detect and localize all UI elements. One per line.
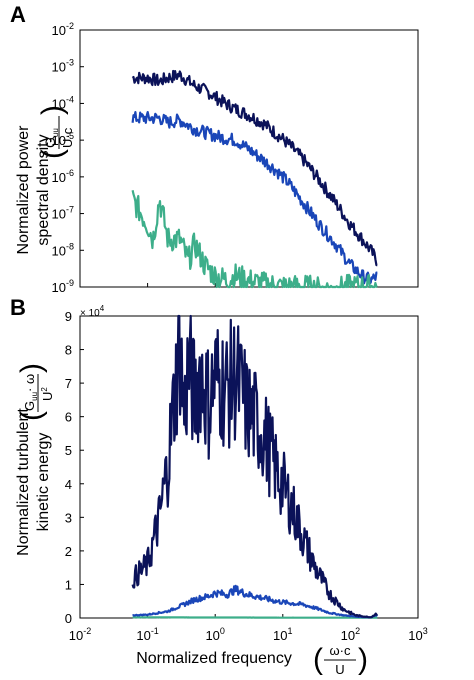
panel-a-ylabel-line1: Normalized power [15,125,32,255]
panel-a-paren-left: ( [36,149,69,159]
panel-b-letter: B [10,295,26,320]
panel-b-xtick-label: 102 [341,626,360,643]
panel-b-frame [79,315,419,619]
panel-a-ytick-label: 10-2 [52,21,74,38]
panel-b-ytick-label: 3 [65,510,72,525]
x-axis-unit-fraction: ( ω·c U ) [313,643,368,677]
panel-a-ytick-label: 10-9 [52,278,74,295]
panel-a-series-dark [131,69,378,267]
panel-a-ytick-label: 10-8 [52,241,74,258]
panel-b-ytick-label: 5 [65,443,72,458]
panel-b-ytick-label: 6 [65,410,72,425]
panel-a-ytick-label: 10-4 [52,94,74,111]
panel-b-ytick-label: 1 [65,577,72,592]
panel-a-ytick-label: 10-3 [52,58,74,75]
panel-b-paren-right: ) [15,363,48,373]
x-axis-label: Normalized frequency [136,650,292,667]
panel-b-ytick-label: 8 [65,343,72,358]
panel-b-xtick-label: 10-1 [136,626,158,643]
panel-a-ylabel-line2: spectral density [35,134,52,245]
panel-a-series-green [131,190,378,289]
panel-a-frame [79,29,419,288]
panel-b-ytick-label: 9 [65,309,72,324]
panel-b-plot: 9 8 7 6 5 4 3 2 1 010-2 10-1 100 101 102 103 [65,309,428,643]
panel-b-ylabel: Normalized turbulent kinetic energy [15,408,52,556]
panel-b-unit-fraction: ( Guu· ω U2 ) [15,363,55,421]
panel-b-ytick-label: 0 [65,611,72,626]
panel-b-frac-den: U2 [40,387,55,401]
panel-a-series-blue [131,111,378,285]
x-frac-den: U [335,662,344,677]
panel-a-letter: A [10,2,26,27]
panel-b-frac-num: Guu· ω [22,374,39,411]
panel-b-ylabel-line2: kinetic energy [35,433,52,532]
x-paren-left: ( [313,643,323,676]
panel-b-series-blue [132,584,379,619]
panel-b-paren-left: ( [15,411,48,421]
panel-b-xtick-label: 10-2 [69,626,91,643]
panel-a-ylabel: Normalized power spectral density [15,125,52,255]
panel-b-multiplier: × 104 [80,304,105,319]
panel-a-ytick-label: 10-6 [52,168,74,185]
x-frac-num: ω·c [330,643,351,658]
panel-b-ytick-label: 2 [65,544,72,559]
panel-b-xtick-label: 103 [408,626,427,643]
x-paren-right: ) [358,643,368,676]
panel-a-frac-den: U·c [60,127,75,148]
panel-a-ytick-label: 10-7 [52,205,74,222]
panel-b-ytick-label: 7 [65,376,72,391]
panel-a-unit-fraction: ( Guu U·c ) [36,105,75,159]
panel-b-xtick-label: 101 [273,626,292,643]
panel-a-paren-right: ) [36,105,69,115]
panel-b-series-dark [131,314,378,619]
panel-b-xtick-label: 100 [205,626,224,643]
panel-b-ytick-label: 4 [65,477,72,492]
panel-a-ytick-label: 10-5 [52,131,74,148]
panel-b-ylabel-line1: Normalized turbulent [15,408,32,556]
panel-a-plot: 10-2 10-3 10-4 10-5 10-6 10-7 10-8 10-9 [52,21,419,295]
panel-a-frac-num: Guu [42,128,60,148]
